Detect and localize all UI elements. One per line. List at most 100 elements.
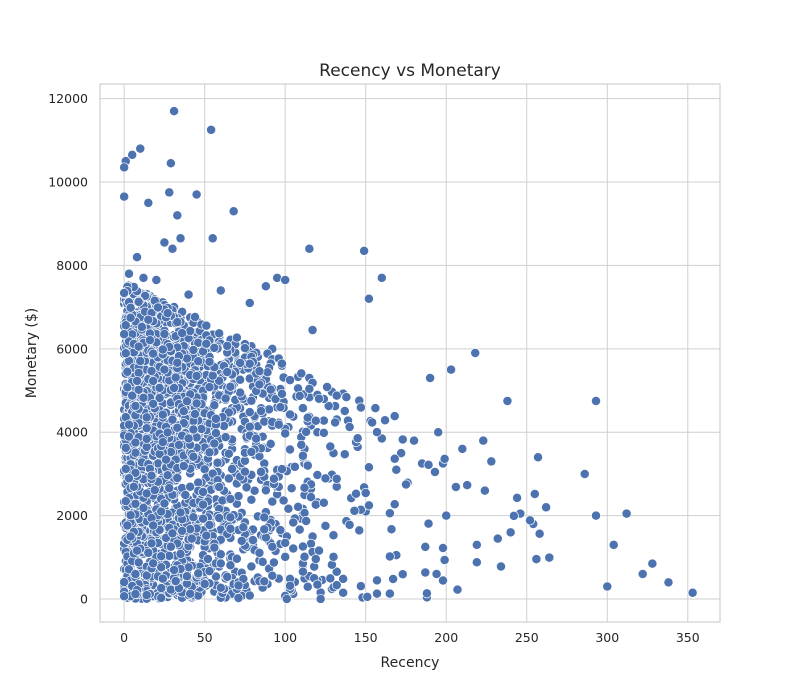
data-point (173, 440, 184, 450)
data-point (431, 569, 442, 579)
data-point (162, 427, 173, 438)
data-point (238, 522, 249, 533)
data-point (178, 406, 189, 417)
data-point (264, 404, 275, 415)
data-point (125, 531, 136, 542)
data-point (238, 573, 249, 584)
data-point (296, 439, 307, 450)
data-point (185, 481, 196, 492)
data-point (363, 462, 374, 473)
data-point (220, 393, 231, 404)
data-point (486, 456, 497, 467)
data-point (204, 520, 215, 530)
data-point (439, 555, 450, 565)
data-point (331, 566, 342, 577)
data-point (267, 541, 278, 552)
data-point (193, 568, 204, 579)
data-point (496, 561, 506, 572)
data-point (293, 501, 304, 512)
data-point (133, 296, 144, 307)
data-point (310, 553, 321, 564)
data-point (280, 537, 291, 548)
data-point (130, 437, 141, 448)
x-tick-label: 50 (197, 630, 213, 645)
data-point (185, 326, 196, 336)
x-tick-label: 100 (273, 630, 297, 645)
data-point (165, 541, 176, 552)
data-point (254, 379, 265, 390)
data-point (182, 396, 192, 407)
data-point (256, 406, 266, 417)
data-point (339, 406, 350, 416)
data-point (239, 466, 250, 477)
data-point (188, 451, 199, 462)
data-point (277, 358, 287, 369)
y-tick-label: 12000 (48, 91, 88, 106)
data-point (141, 590, 152, 601)
data-point (304, 383, 315, 394)
data-point (312, 579, 323, 590)
data-point (215, 582, 226, 593)
data-point (280, 428, 291, 439)
data-point (273, 419, 284, 430)
y-tick-label: 10000 (48, 175, 88, 190)
data-point (433, 427, 444, 438)
data-point (296, 368, 307, 379)
data-point (304, 243, 315, 254)
data-point (254, 366, 265, 377)
data-point (297, 541, 308, 552)
data-point (267, 570, 278, 581)
data-point (531, 554, 542, 565)
data-point (143, 197, 154, 208)
data-point (162, 470, 173, 481)
data-point (206, 124, 217, 135)
data-point (119, 191, 130, 202)
data-point (170, 372, 181, 383)
y-tick-label: 4000 (56, 425, 88, 440)
data-point (188, 424, 199, 435)
data-point (220, 432, 231, 443)
data-point (186, 533, 197, 544)
data-point (157, 573, 168, 584)
data-point (175, 507, 186, 518)
data-point (277, 388, 287, 399)
data-point (306, 492, 316, 503)
data-point (190, 312, 200, 322)
data-point (278, 495, 289, 506)
data-point (602, 581, 613, 592)
data-point (204, 566, 215, 577)
data-point (199, 464, 210, 475)
data-point (314, 393, 324, 404)
data-point (260, 281, 271, 292)
data-point (209, 400, 220, 411)
data-point (141, 412, 152, 423)
data-point (512, 492, 523, 503)
data-point (135, 356, 146, 367)
data-point (637, 569, 648, 579)
data-point (354, 525, 365, 536)
data-point (294, 390, 305, 401)
data-point (157, 344, 168, 355)
x-tick-label: 0 (120, 630, 128, 645)
data-point (201, 320, 212, 331)
data-point (301, 515, 312, 526)
data-point (214, 328, 225, 339)
data-point (470, 348, 481, 358)
x-tick-label: 250 (515, 630, 539, 645)
data-point (420, 541, 431, 552)
data-point (141, 433, 152, 444)
data-point (209, 342, 220, 353)
data-point (225, 494, 236, 504)
data-point (301, 426, 312, 437)
data-point (233, 593, 244, 603)
data-point (172, 357, 183, 368)
data-point (239, 343, 250, 354)
data-point (164, 187, 175, 198)
data-point (222, 367, 233, 378)
data-point (167, 243, 178, 254)
data-point (175, 233, 186, 244)
data-point (148, 398, 159, 409)
data-point (140, 290, 151, 301)
data-point (157, 409, 168, 420)
